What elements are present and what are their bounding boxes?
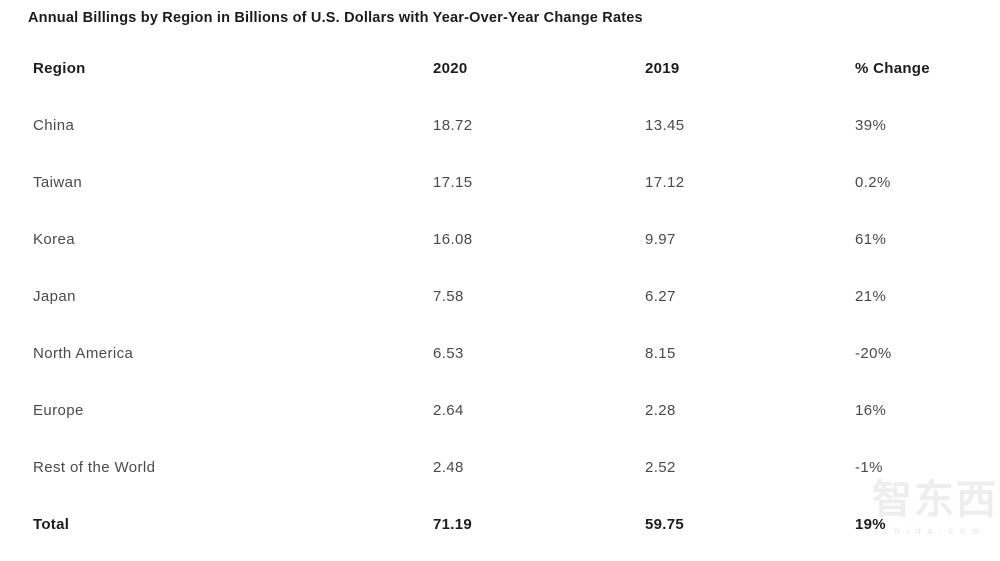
column-header-region: Region: [33, 60, 86, 77]
value-2020-cell: 7.58: [433, 288, 464, 305]
value-2019-cell: 9.97: [645, 231, 676, 248]
table-row-rest-of-world: Rest of the World 2.48 2.52 -1%: [33, 439, 1000, 496]
value-2020-cell: 18.72: [433, 117, 473, 134]
value-2019-cell: 8.15: [645, 345, 676, 362]
change-cell: -1%: [855, 459, 883, 476]
change-cell: -20%: [855, 345, 892, 362]
column-header-change: % Change: [855, 60, 930, 77]
value-2019-cell: 2.28: [645, 402, 676, 419]
table-row-japan: Japan 7.58 6.27 21%: [33, 268, 1000, 325]
figure-title: Annual Billings by Region in Billions of…: [28, 10, 643, 26]
table-row-total: Total 71.19 59.75 19%: [33, 496, 1000, 553]
change-cell: 61%: [855, 231, 887, 248]
value-2020-cell: 17.15: [433, 174, 473, 191]
region-cell: Total: [33, 516, 70, 533]
value-2020-cell: 16.08: [433, 231, 473, 248]
change-cell: 0.2%: [855, 174, 891, 191]
value-2019-cell: 6.27: [645, 288, 676, 305]
column-header-2020: 2020: [433, 60, 468, 77]
region-cell: Korea: [33, 231, 76, 248]
change-cell: 19%: [855, 516, 886, 533]
value-2020-cell: 2.64: [433, 402, 464, 419]
table-row-europe: Europe 2.64 2.28 16%: [33, 382, 1000, 439]
billings-table: Region 2020 2019 % Change China 18.72 13…: [33, 40, 1000, 553]
table-row-north-america: North America 6.53 8.15 -20%: [33, 325, 1000, 382]
value-2020-cell: 71.19: [433, 516, 473, 533]
region-cell: China: [33, 117, 75, 134]
region-cell: Taiwan: [33, 174, 83, 191]
region-cell: North America: [33, 345, 134, 362]
table-row-korea: Korea 16.08 9.97 61%: [33, 211, 1000, 268]
change-cell: 16%: [855, 402, 887, 419]
table-header-row: Region 2020 2019 % Change: [33, 40, 1000, 97]
region-cell: Japan: [33, 288, 76, 305]
value-2019-cell: 17.12: [645, 174, 685, 191]
region-cell: Rest of the World: [33, 459, 156, 476]
value-2019-cell: 2.52: [645, 459, 676, 476]
value-2019-cell: 59.75: [645, 516, 685, 533]
table-row-taiwan: Taiwan 17.15 17.12 0.2%: [33, 154, 1000, 211]
column-header-2019: 2019: [645, 60, 680, 77]
value-2019-cell: 13.45: [645, 117, 685, 134]
change-cell: 21%: [855, 288, 887, 305]
value-2020-cell: 2.48: [433, 459, 464, 476]
table-row-china: China 18.72 13.45 39%: [33, 97, 1000, 154]
change-cell: 39%: [855, 117, 887, 134]
value-2020-cell: 6.53: [433, 345, 464, 362]
region-cell: Europe: [33, 402, 84, 419]
